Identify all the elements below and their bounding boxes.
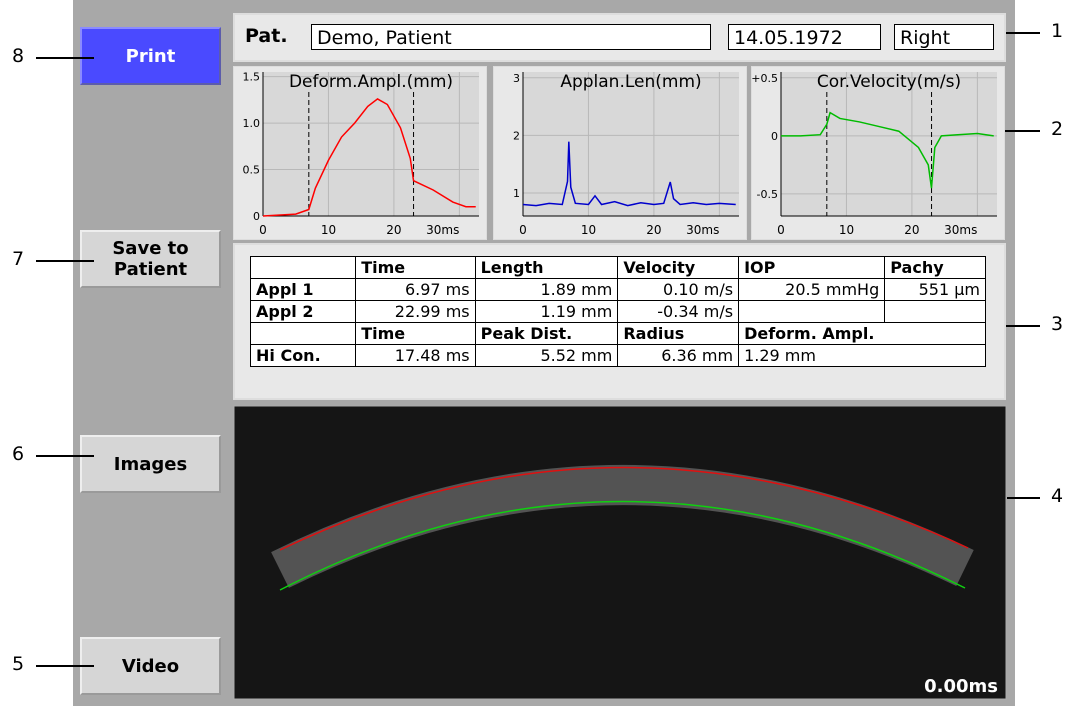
callout-line — [36, 260, 94, 262]
y-tick-label: +0.5 — [751, 72, 778, 85]
y-tick-label: 0 — [771, 130, 778, 143]
callout: 4 — [1047, 485, 1067, 507]
page: Print Save to Patient Images Video 1 2 3… — [0, 0, 1077, 706]
table-cell — [739, 301, 885, 323]
x-tick-label: 20 — [646, 223, 661, 237]
table-cell: Time — [356, 257, 475, 279]
callout: 3 — [1047, 313, 1067, 335]
chart: 0 10 20 30ms 0 0.5 1.0 1.5 Deform.Ampl.(mm) — [233, 66, 487, 240]
x-tick-label: 0 — [777, 223, 785, 237]
table-cell: 22.99 ms — [356, 301, 475, 323]
callout-line — [36, 665, 94, 667]
callout: 2 — [1047, 118, 1067, 140]
table-cell: Velocity — [618, 257, 739, 279]
table-cell: IOP — [739, 257, 885, 279]
chart: 0 10 20 30ms +0.5 0 -0.5 Cor.Velocity(m/s) — [751, 66, 1005, 240]
table-cell: Hi Con. — [251, 345, 356, 367]
table-cell: Deform. Ampl. — [739, 323, 986, 345]
callout: 1 — [1047, 20, 1067, 42]
table-cell: Appl 1 — [251, 279, 356, 301]
table-cell: -0.34 m/s — [618, 301, 739, 323]
chart-title: Cor.Velocity(m/s) — [817, 72, 961, 92]
table-cell: 20.5 mmHg — [739, 279, 885, 301]
x-tick-label: 30ms — [686, 223, 719, 237]
callout: 8 — [8, 45, 28, 67]
images-button[interactable]: Images — [80, 435, 221, 493]
table-cell: 0.10 m/s — [618, 279, 739, 301]
y-tick-label: 2 — [513, 129, 520, 142]
table-cell: 1.89 mm — [475, 279, 618, 301]
x-tick-label: 10 — [581, 223, 596, 237]
print-button[interactable]: Print — [80, 27, 221, 85]
callout-line — [36, 455, 94, 457]
x-tick-label: 30ms — [426, 223, 459, 237]
table-cell: Length — [475, 257, 618, 279]
table-cell: 6.36 mm — [618, 345, 739, 367]
save-button[interactable]: Save to Patient — [80, 230, 221, 288]
birth-date: 14.05.1972 — [728, 24, 881, 50]
callout: 6 — [8, 443, 28, 465]
table-cell — [885, 301, 986, 323]
y-tick-label: 1.0 — [243, 117, 261, 130]
video-button[interactable]: Video — [80, 637, 221, 695]
table-cell: 6.97 ms — [356, 279, 475, 301]
y-tick-label: 0 — [253, 210, 260, 223]
x-tick-label: 10 — [839, 223, 854, 237]
table-cell: Pachy — [885, 257, 986, 279]
table-cell: Peak Dist. — [475, 323, 618, 345]
y-tick-label: 1 — [513, 187, 520, 200]
table-cell: Time — [356, 323, 475, 345]
x-tick-label: 20 — [904, 223, 919, 237]
save-label: Save to Patient — [101, 238, 201, 280]
callout: 5 — [8, 653, 28, 675]
table-cell — [251, 323, 356, 345]
y-tick-label: 1.5 — [243, 71, 261, 84]
eye: Right — [894, 24, 994, 50]
y-tick-label: -0.5 — [757, 188, 778, 201]
plot-bg — [263, 72, 479, 216]
chart: 0 10 20 30ms 1 2 3 Applan.Len(mm) — [493, 66, 747, 240]
chart-title: Deform.Ampl.(mm) — [289, 72, 453, 92]
x-tick-label: 0 — [259, 223, 267, 237]
callout: 7 — [8, 248, 28, 270]
table-cell: 5.52 mm — [475, 345, 618, 367]
video-frame: 0.00ms — [233, 405, 1007, 700]
x-tick-label: 30ms — [944, 223, 977, 237]
table-cell: 1.19 mm — [475, 301, 618, 323]
table-cell: 1.29 mm — [739, 345, 986, 367]
table-cell: Radius — [618, 323, 739, 345]
callout-line — [36, 57, 94, 59]
chart-title: Applan.Len(mm) — [560, 72, 701, 92]
x-tick-label: 20 — [386, 223, 401, 237]
table-cell: 17.48 ms — [356, 345, 475, 367]
x-tick-label: 10 — [321, 223, 336, 237]
video-time: 0.00ms — [924, 676, 998, 697]
x-tick-label: 0 — [519, 223, 527, 237]
table-cell: 551 µm — [885, 279, 986, 301]
plot-bg — [523, 72, 739, 216]
y-tick-label: 0.5 — [243, 164, 261, 177]
table-cell: Appl 2 — [251, 301, 356, 323]
patient-bar: Pat. Demo, Patient 14.05.1972 Right — [233, 13, 1006, 62]
y-tick-label: 3 — [513, 72, 520, 85]
table-cell — [251, 257, 356, 279]
patient-name: Demo, Patient — [311, 24, 711, 50]
patient-label: Pat. — [245, 25, 288, 47]
